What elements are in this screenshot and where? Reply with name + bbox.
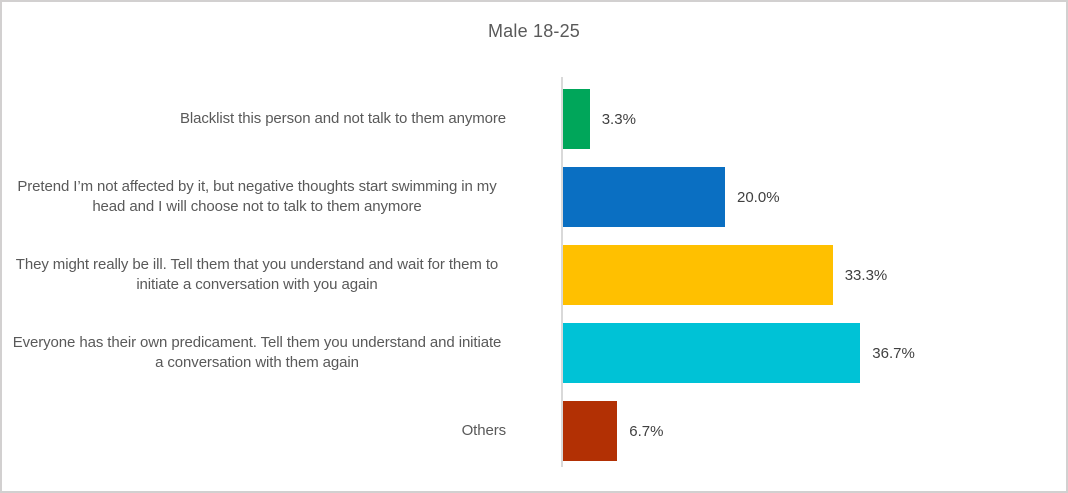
chart-title: Male 18-25 — [487, 21, 581, 41]
bar — [563, 89, 590, 149]
category-label: Others — [461, 422, 507, 440]
bar-zone: 20.0% — [563, 167, 1066, 227]
bar — [563, 167, 725, 227]
bar — [563, 323, 861, 383]
value-label: 20.0% — [737, 188, 780, 206]
bar-zone: 6.7% — [563, 401, 1066, 461]
category-label: They might really be ill. Tell them that… — [15, 256, 499, 293]
category-label-cell: Blacklist this person and not talk to th… — [2, 109, 506, 129]
bar — [563, 245, 833, 305]
category-label-cell: Everyone has their own predicament. Tell… — [2, 333, 506, 373]
chart-row: Everyone has their own predicament. Tell… — [2, 314, 1066, 392]
chart-row: Others 6.7% — [2, 392, 1066, 470]
category-label: Everyone has their own predicament. Tell… — [12, 334, 502, 371]
category-label-cell: Others — [2, 421, 507, 441]
chart-row: Pretend I’m not affected by it, but nega… — [2, 158, 1066, 236]
bar-zone: 3.3% — [563, 89, 1066, 149]
chart-row: They might really be ill. Tell them that… — [2, 236, 1066, 314]
category-label-cell: They might really be ill. Tell them that… — [2, 255, 506, 295]
value-label: 6.7% — [629, 422, 664, 440]
category-label: Pretend I’m not affected by it, but nega… — [17, 178, 497, 215]
bar — [563, 401, 618, 461]
bar-zone: 33.3% — [563, 245, 1066, 305]
value-label: 33.3% — [844, 266, 888, 284]
value-label: 3.3% — [601, 110, 636, 128]
chart-row: Blacklist this person and not talk to th… — [2, 80, 1066, 158]
bar-zone: 36.7% — [563, 323, 1066, 383]
category-label: Blacklist this person and not talk to th… — [180, 110, 506, 128]
category-label-cell: Pretend I’m not affected by it, but nega… — [2, 177, 506, 217]
value-label: 36.7% — [872, 344, 915, 362]
plot-area: Blacklist this person and not talk to th… — [2, 80, 1066, 470]
category-axis-line — [561, 77, 563, 467]
